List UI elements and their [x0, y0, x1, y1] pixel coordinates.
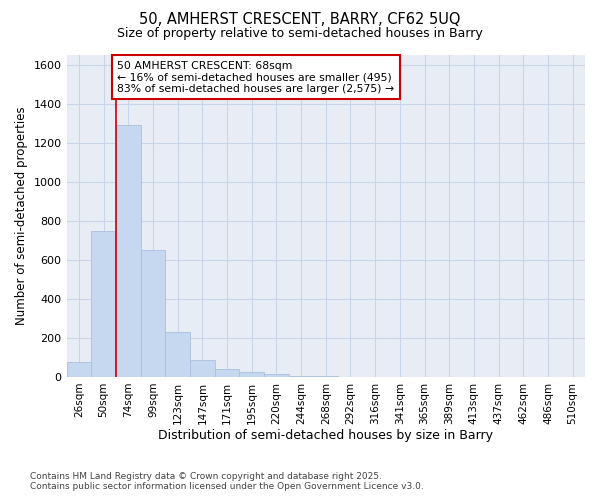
Text: Size of property relative to semi-detached houses in Barry: Size of property relative to semi-detach…: [117, 28, 483, 40]
Bar: [116, 125, 140, 377]
Bar: [190, 360, 215, 377]
Bar: [140, 250, 165, 377]
Bar: [313, 376, 338, 377]
Bar: [264, 374, 289, 377]
Text: Contains HM Land Registry data © Crown copyright and database right 2025.
Contai: Contains HM Land Registry data © Crown c…: [30, 472, 424, 491]
Bar: [165, 332, 190, 377]
X-axis label: Distribution of semi-detached houses by size in Barry: Distribution of semi-detached houses by …: [158, 430, 493, 442]
Bar: [215, 369, 239, 377]
Bar: [239, 372, 264, 377]
Bar: [91, 230, 116, 377]
Y-axis label: Number of semi-detached properties: Number of semi-detached properties: [15, 106, 28, 326]
Text: 50, AMHERST CRESCENT, BARRY, CF62 5UQ: 50, AMHERST CRESCENT, BARRY, CF62 5UQ: [139, 12, 461, 28]
Bar: [67, 362, 91, 377]
Bar: [289, 376, 313, 377]
Text: 50 AMHERST CRESCENT: 68sqm
← 16% of semi-detached houses are smaller (495)
83% o: 50 AMHERST CRESCENT: 68sqm ← 16% of semi…: [117, 61, 394, 94]
